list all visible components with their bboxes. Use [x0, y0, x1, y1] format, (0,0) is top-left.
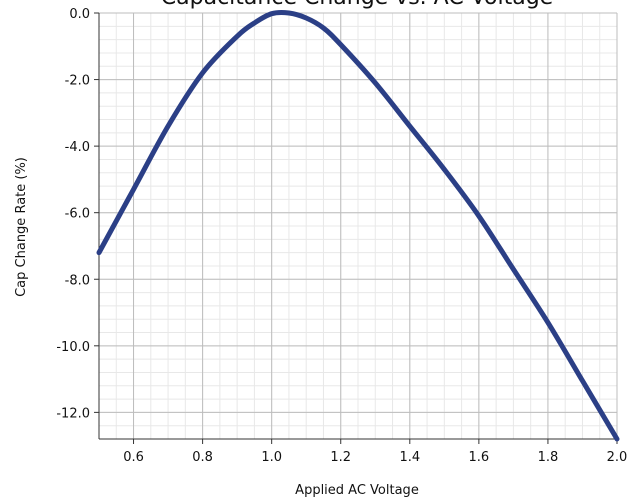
x-tick-label: 1.8 [538, 450, 559, 465]
y-tick-label: -8.0 [65, 273, 90, 288]
chart-title: Capacitance Change vs. AC Voltage [161, 0, 553, 10]
y-tick-label: -10.0 [56, 340, 90, 355]
y-tick-label: -6.0 [65, 207, 90, 222]
minor-grid [98, 12, 618, 440]
x-tick-label: 1.6 [469, 450, 490, 465]
y-tick-label: -2.0 [65, 74, 90, 89]
x-tick-label: 1.4 [399, 450, 420, 465]
x-tick-label: 0.8 [192, 450, 213, 465]
y-tick-label: -12.0 [56, 406, 90, 421]
major-grid [99, 12, 618, 439]
y-tick-label: 0.0 [69, 7, 90, 22]
series-layer [96, 9, 620, 442]
x-tick-label: 0.6 [123, 450, 144, 465]
x-axis-label: Applied AC Voltage [295, 483, 419, 498]
x-tick-label: 2.0 [607, 450, 628, 465]
series-line [96, 9, 620, 442]
axes [94, 12, 618, 444]
x-tick-label: 1.0 [261, 450, 282, 465]
tick-labels: 0.6 0.8 1.0 1.2 1.4 1.6 1.8 2.0 0.0 -2.0 -4.0 -6.0 -… [56, 7, 627, 465]
y-tick-label: -4.0 [65, 140, 90, 155]
y-axis-label: Cap Change Rate (%) [14, 157, 29, 297]
x-tick-label: 1.2 [330, 450, 351, 465]
